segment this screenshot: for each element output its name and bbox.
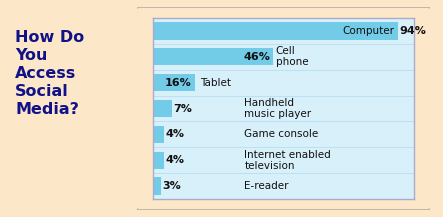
Bar bbox=[153, 74, 195, 91]
Text: Cell
phone: Cell phone bbox=[276, 46, 308, 67]
Text: How Do
You
Access
Social
Media?: How Do You Access Social Media? bbox=[15, 30, 84, 117]
Text: Tablet: Tablet bbox=[200, 77, 231, 88]
Text: Internet enabled
television: Internet enabled television bbox=[245, 150, 331, 171]
Bar bbox=[153, 48, 273, 66]
Text: 46%: 46% bbox=[244, 52, 271, 62]
Bar bbox=[153, 178, 161, 195]
Bar bbox=[153, 22, 398, 39]
Bar bbox=[153, 100, 171, 117]
Bar bbox=[153, 126, 164, 143]
Text: Computer: Computer bbox=[342, 26, 394, 36]
Text: 3%: 3% bbox=[163, 181, 181, 191]
Bar bbox=[153, 151, 164, 169]
Text: 4%: 4% bbox=[165, 155, 184, 165]
Text: 4%: 4% bbox=[165, 129, 184, 140]
Text: Game console: Game console bbox=[245, 129, 319, 140]
Text: 16%: 16% bbox=[164, 77, 191, 88]
Text: 94%: 94% bbox=[399, 26, 426, 36]
Text: Handheld
music player: Handheld music player bbox=[245, 98, 311, 119]
Text: 7%: 7% bbox=[173, 104, 192, 113]
Text: E-reader: E-reader bbox=[245, 181, 289, 191]
